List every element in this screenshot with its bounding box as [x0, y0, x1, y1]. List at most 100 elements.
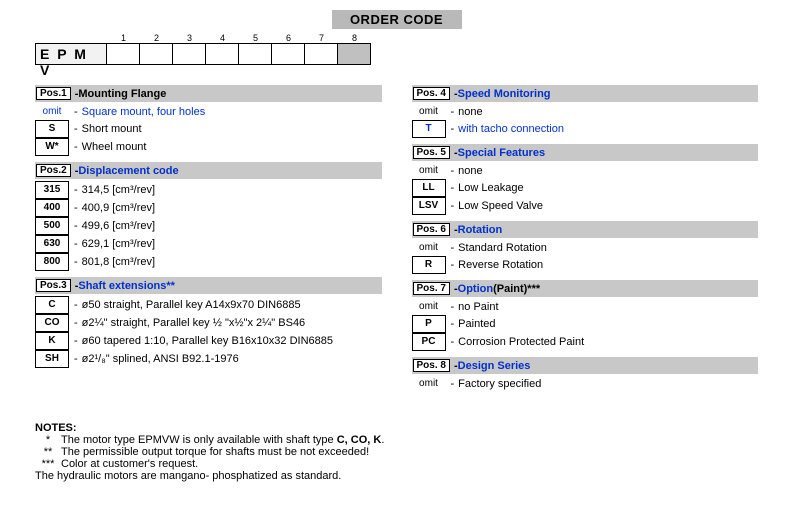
grid-col-num: 1 [107, 33, 140, 43]
option-desc: none [458, 163, 758, 179]
option-desc: Painted [458, 316, 758, 332]
option-row: T-with tacho connection [412, 120, 759, 138]
option-desc: ø2¹/₈" splined, ANSI B92.1-1976 [82, 351, 382, 367]
option-code: omit [35, 104, 69, 120]
option-row: omit-none [412, 104, 759, 120]
option-desc: Low Leakage [458, 180, 758, 196]
option-code: CO [35, 314, 69, 332]
pos-label: Pos. 5 [413, 146, 450, 159]
option-code: omit [412, 240, 446, 256]
section-title: Mounting Flange [78, 88, 166, 100]
option-row: R-Reverse Rotation [412, 256, 759, 274]
option-code: 630 [35, 235, 69, 253]
option-code: 400 [35, 199, 69, 217]
option-desc: ø50 straight, Parallel key A14x9x70 DIN6… [82, 297, 382, 313]
dash: - [74, 297, 78, 313]
note-text: The permissible output torque for shafts… [61, 446, 369, 458]
grid-cell [239, 43, 272, 65]
option-desc: 629,1 [cm³/rev] [82, 236, 382, 252]
section-header: Pos.3- Shaft extensions** [35, 277, 382, 294]
section-title: Design Series [458, 360, 531, 372]
option-code: 800 [35, 253, 69, 271]
option-desc: Square mount, four holes [82, 104, 382, 120]
option-row: 800-801,8 [cm³/rev] [35, 253, 382, 271]
pos-label: Pos.2 [36, 164, 71, 177]
grid-col-num: 5 [239, 33, 272, 43]
section-header: Pos. 4- Speed Monitoring [412, 85, 759, 102]
dash: - [451, 376, 455, 392]
right-column: Pos. 4- Speed Monitoringomit-noneT-with … [412, 79, 759, 392]
option-row: C-ø50 straight, Parallel key A14x9x70 DI… [35, 296, 382, 314]
note-asterisk: * [35, 434, 61, 446]
option-code: LL [412, 179, 446, 197]
grid-cell [305, 43, 338, 65]
note-line: *The motor type EPMVW is only available … [35, 434, 758, 446]
option-row: SH-ø2¹/₈" splined, ANSI B92.1-1976 [35, 350, 382, 368]
dash: - [451, 334, 455, 350]
option-desc: 499,6 [cm³/rev] [82, 218, 382, 234]
note-asterisk: *** [35, 458, 61, 470]
option-row: omit-no Paint [412, 299, 759, 315]
option-desc: ø60 tapered 1:10, Parallel key B16x10x32… [82, 333, 382, 349]
option-desc: Low Speed Valve [458, 198, 758, 214]
option-row: CO-ø2¼" straight, Parallel key ½ "x½"x 2… [35, 314, 382, 332]
note-line: **The permissible output torque for shaf… [35, 446, 758, 458]
notes-footer: The hydraulic motors are mangano- phosph… [35, 470, 758, 482]
dash: - [74, 104, 78, 120]
section-title: Speed Monitoring [458, 88, 551, 100]
option-row: omit-Standard Rotation [412, 240, 759, 256]
notes: NOTES: *The motor type EPMVW is only ava… [35, 422, 758, 482]
option-desc: Standard Rotation [458, 240, 758, 256]
option-code: omit [412, 376, 446, 392]
dash: - [74, 200, 78, 216]
grid-col-num: 6 [272, 33, 305, 43]
section-title-suffix: (Paint)*** [493, 283, 540, 295]
section-header: Pos. 6- Rotation [412, 221, 759, 238]
section-header: Pos. 7- Option (Paint)*** [412, 280, 759, 297]
option-row: 315-314,5 [cm³/rev] [35, 181, 382, 199]
section-title: Displacement code [78, 165, 178, 177]
option-row: W*-Wheel mount [35, 138, 382, 156]
option-row: K-ø60 tapered 1:10, Parallel key B16x10x… [35, 332, 382, 350]
pos-label: Pos. 4 [413, 87, 450, 100]
option-code: 500 [35, 217, 69, 235]
code-prefix: E P M V [35, 43, 107, 65]
page-title: ORDER CODE [332, 10, 462, 29]
dash: - [74, 121, 78, 137]
section-header: Pos.2- Displacement code [35, 162, 382, 179]
option-desc: Reverse Rotation [458, 257, 758, 273]
grid-col-num: 8 [338, 33, 371, 43]
section-title: Shaft extensions** [78, 280, 175, 292]
option-row: omit-Square mount, four holes [35, 104, 382, 120]
note-line: ***Color at customer's request. [35, 458, 758, 470]
option-code: P [412, 315, 446, 333]
pos-label: Pos. 6 [413, 223, 450, 236]
option-code: omit [412, 163, 446, 179]
section-title: Special Features [458, 147, 545, 159]
option-code: omit [412, 104, 446, 120]
option-row: 500-499,6 [cm³/rev] [35, 217, 382, 235]
dash: - [74, 218, 78, 234]
dash: - [74, 139, 78, 155]
left-column: Pos.1- Mounting Flangeomit-Square mount,… [35, 79, 382, 392]
dash: - [451, 198, 455, 214]
option-code: R [412, 256, 446, 274]
option-code: K [35, 332, 69, 350]
dash: - [74, 333, 78, 349]
dash: - [451, 257, 455, 273]
dash: - [74, 351, 78, 367]
dash: - [74, 254, 78, 270]
option-row: S-Short mount [35, 120, 382, 138]
option-desc: Short mount [82, 121, 382, 137]
dash: - [451, 121, 455, 137]
option-code: C [35, 296, 69, 314]
option-row: LL-Low Leakage [412, 179, 759, 197]
note-text: Color at customer's request. [61, 458, 198, 470]
option-desc: no Paint [458, 299, 758, 315]
option-desc: Factory specified [458, 376, 758, 392]
option-code: T [412, 120, 446, 138]
option-row: PC-Corrosion Protected Paint [412, 333, 759, 351]
option-row: 630-629,1 [cm³/rev] [35, 235, 382, 253]
note-text: The motor type EPMVW is only available w… [61, 434, 384, 446]
grid-cell [173, 43, 206, 65]
